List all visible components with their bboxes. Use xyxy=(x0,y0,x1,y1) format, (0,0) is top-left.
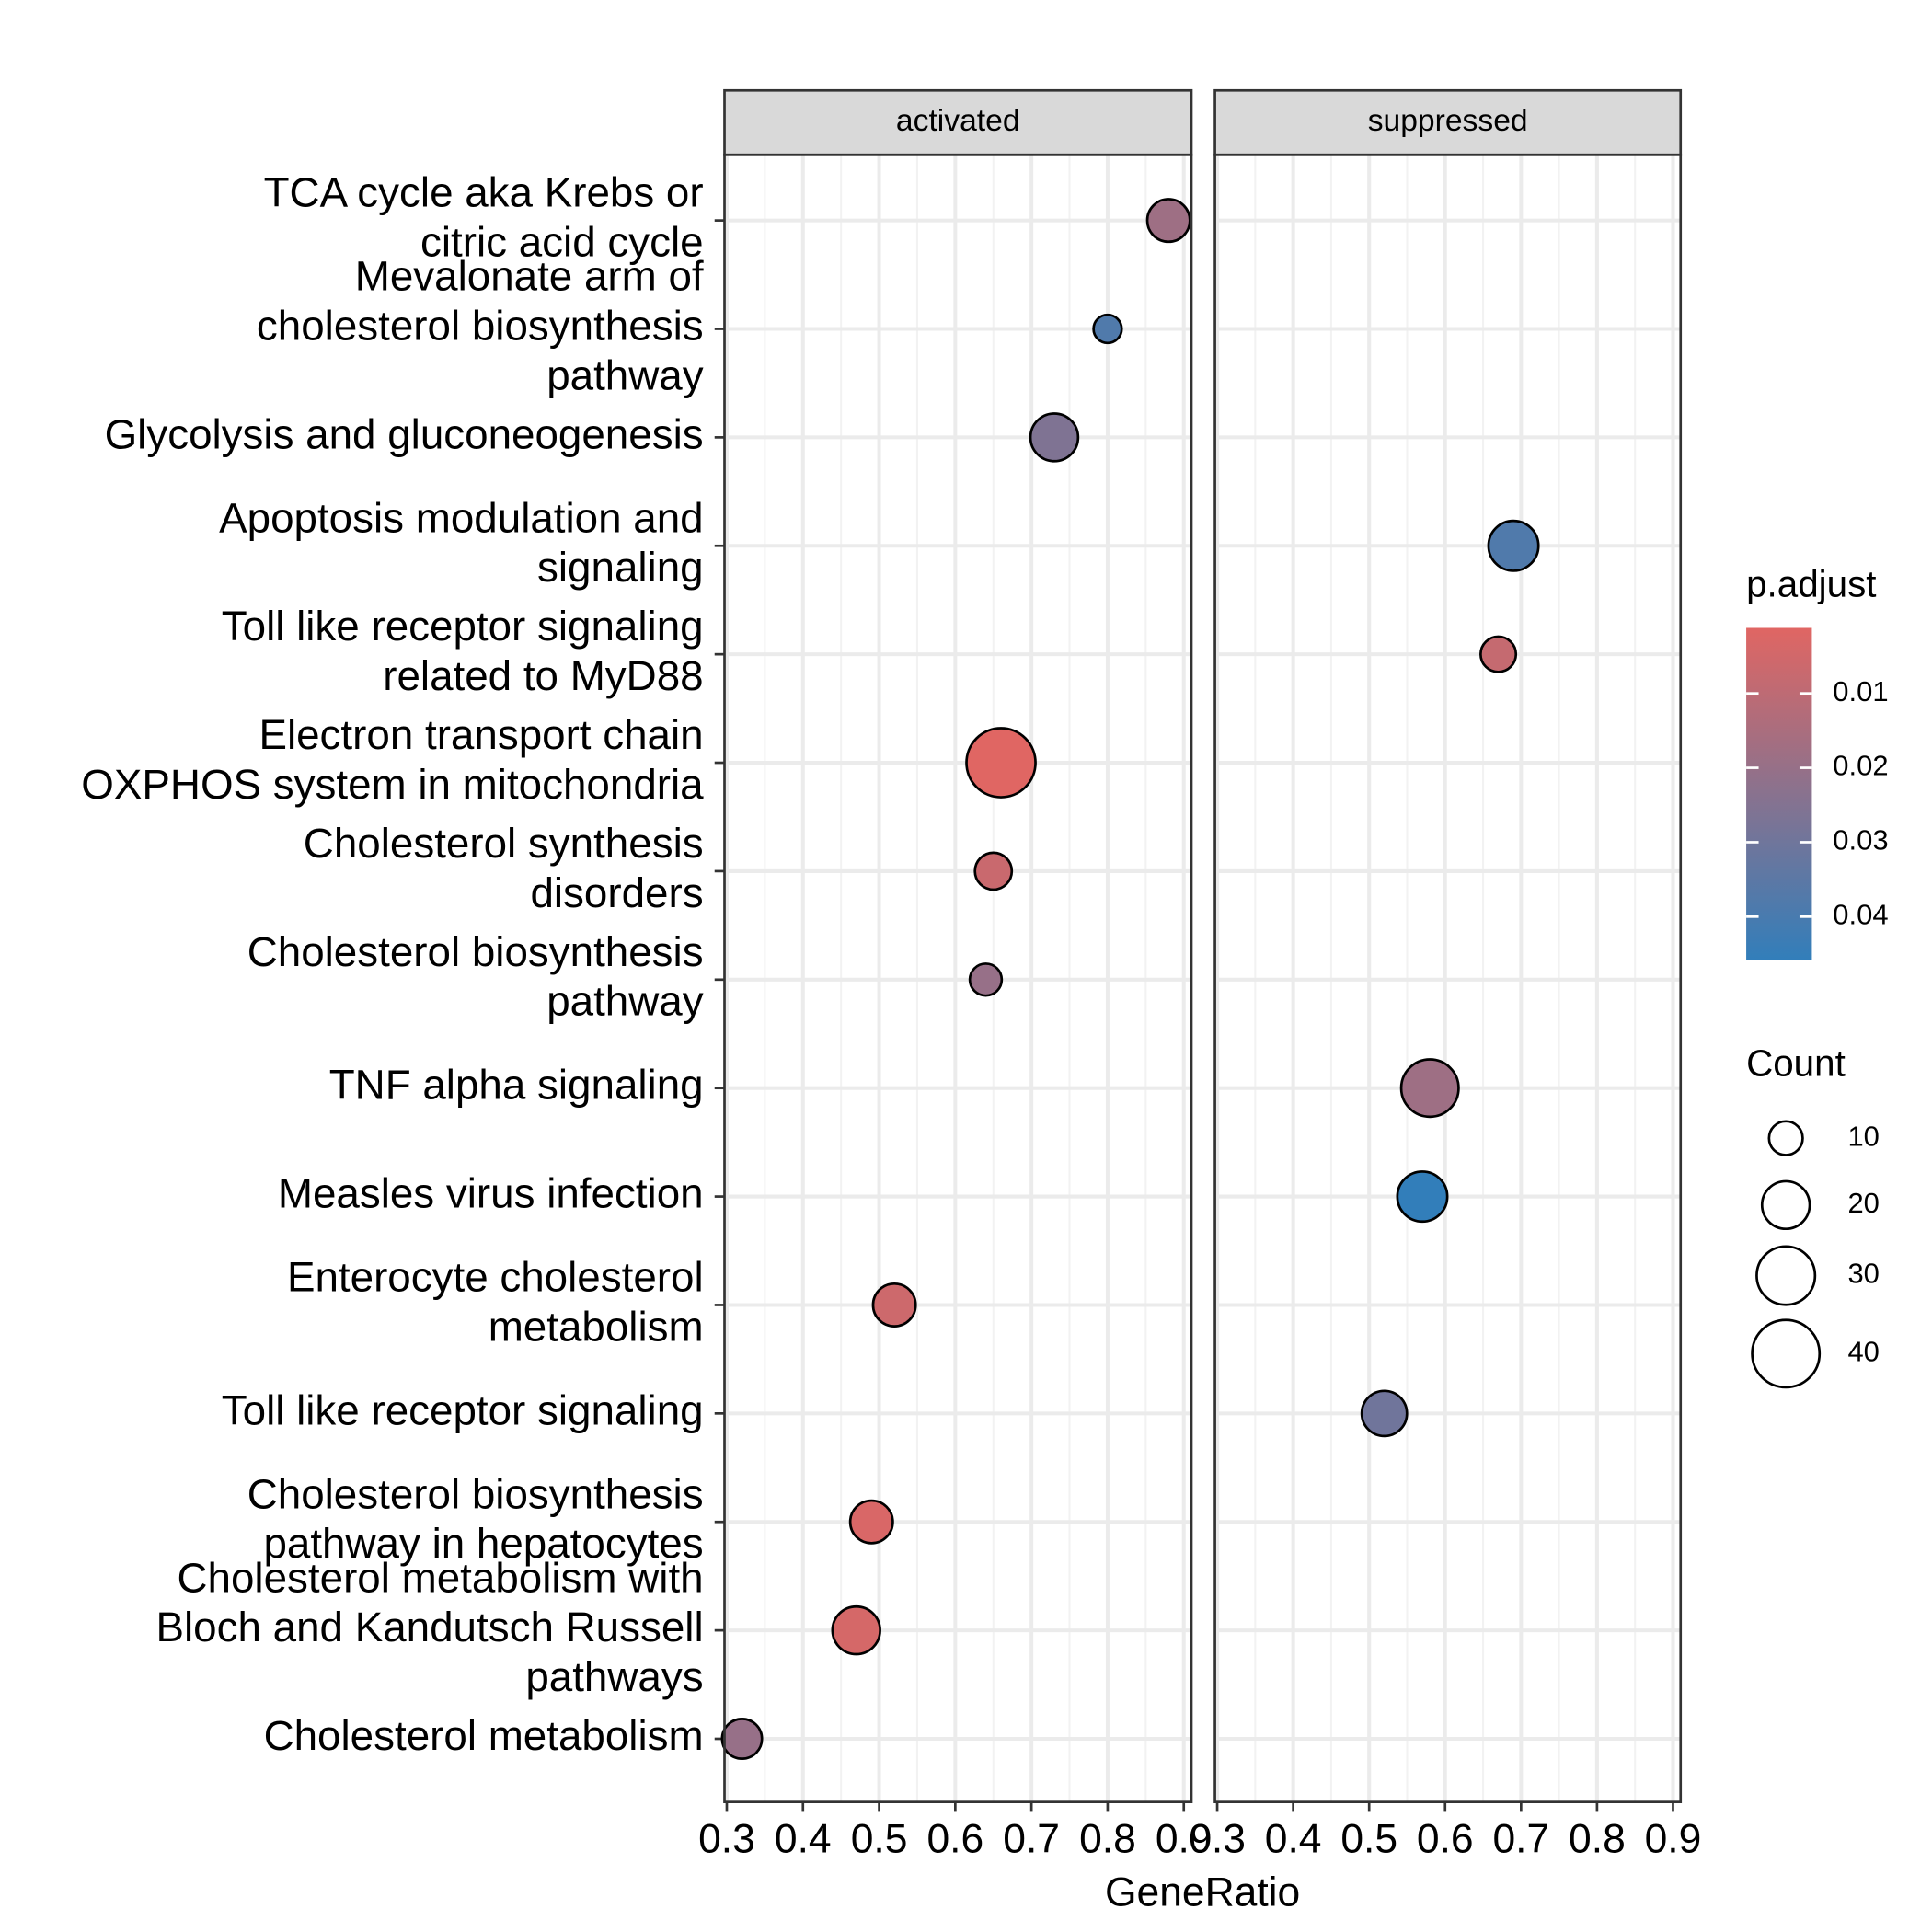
y-tick-label: Measles virus infection xyxy=(278,1170,704,1217)
colorbar-label: 0.04 xyxy=(1833,899,1888,931)
size-key xyxy=(1755,1245,1817,1306)
dot xyxy=(1487,519,1540,572)
dot xyxy=(1092,313,1123,345)
y-tick-label: Cholesterol metabolism xyxy=(264,1712,704,1759)
x-tick-label: 0.4 xyxy=(1265,1816,1322,1861)
x-tick-label: 0.8 xyxy=(1569,1816,1626,1861)
x-tick-label: 0.5 xyxy=(851,1816,908,1861)
strip-label: suppressed xyxy=(1368,104,1528,138)
dot xyxy=(831,1604,881,1656)
x-tick-label: 0.3 xyxy=(1189,1816,1246,1861)
y-tick-label: Toll like receptor signaling related to M… xyxy=(222,603,704,699)
size-key xyxy=(1760,1179,1811,1231)
dot xyxy=(968,962,1004,997)
panel-border xyxy=(1213,153,1683,1803)
dot xyxy=(1360,1389,1409,1438)
x-tick-label: 0.7 xyxy=(1492,1816,1549,1861)
x-tick-label: 0.9 xyxy=(1645,1816,1702,1861)
dot xyxy=(1145,198,1191,244)
colorbar-label: 0.01 xyxy=(1833,675,1888,707)
dot xyxy=(848,1499,894,1545)
colorbar-label: 0.02 xyxy=(1833,750,1888,782)
x-tick-label: 0.6 xyxy=(926,1816,983,1861)
y-tick-label: Electron transport chain OXPHOS system in… xyxy=(81,711,704,808)
size-key-label: 10 xyxy=(1847,1120,1879,1152)
colorbar xyxy=(1746,627,1812,960)
size-key-label: 30 xyxy=(1847,1258,1879,1290)
strip-label: activated xyxy=(896,104,1020,138)
y-tick-label: Cholesterol biosynthesis pathway xyxy=(247,928,704,1025)
y-tick-label: Apoptosis modulation and signaling xyxy=(219,494,703,591)
dot xyxy=(871,1282,917,1328)
dot xyxy=(720,1717,764,1761)
colorbar-label: 0.03 xyxy=(1833,824,1888,857)
x-tick-label: 0.6 xyxy=(1417,1816,1474,1861)
x-tick-label: 0.4 xyxy=(775,1816,832,1861)
size-key xyxy=(1767,1120,1804,1156)
y-tick-label: Mevalonate arm of cholesterol biosynthesi… xyxy=(257,253,704,399)
dot xyxy=(1399,1058,1460,1119)
x-tick-label: 0.5 xyxy=(1340,1816,1397,1861)
x-tick-label: 0.8 xyxy=(1079,1816,1136,1861)
dot xyxy=(1029,412,1080,463)
color-legend-title: p.adjust xyxy=(1746,563,1876,605)
x-tick-label: 0.9 xyxy=(1156,1816,1213,1861)
dot xyxy=(965,727,1037,799)
dot xyxy=(1479,635,1518,673)
size-key xyxy=(1751,1318,1822,1389)
y-tick-label: Cholesterol synthesis disorders xyxy=(304,820,704,916)
dot xyxy=(973,851,1014,891)
y-tick-label: Glycolysis and gluconeogenesis xyxy=(105,410,704,457)
size-legend-title: Count xyxy=(1746,1042,1846,1085)
x-tick-label: 0.3 xyxy=(698,1816,755,1861)
x-tick-label: 0.7 xyxy=(1003,1816,1060,1861)
dot xyxy=(1396,1170,1449,1224)
y-tick-label: TNF alpha signaling xyxy=(329,1062,704,1109)
size-key-label: 40 xyxy=(1847,1336,1879,1368)
y-tick-label: Cholesterol biosynthesis pathway in hepat… xyxy=(247,1470,704,1567)
y-tick-label: Toll like receptor signaling xyxy=(222,1386,704,1433)
y-tick-label: Cholesterol metabolism with Bloch and Kan… xyxy=(156,1554,704,1700)
y-tick-label: Enterocyte cholesterol metabolism xyxy=(287,1254,704,1351)
panel-border xyxy=(723,153,1193,1803)
size-key-label: 20 xyxy=(1847,1187,1879,1219)
x-axis-title: GeneRatio xyxy=(1105,1869,1300,1915)
y-tick-label: TCA cycle aka Krebs or citric acid cycle xyxy=(264,169,704,266)
